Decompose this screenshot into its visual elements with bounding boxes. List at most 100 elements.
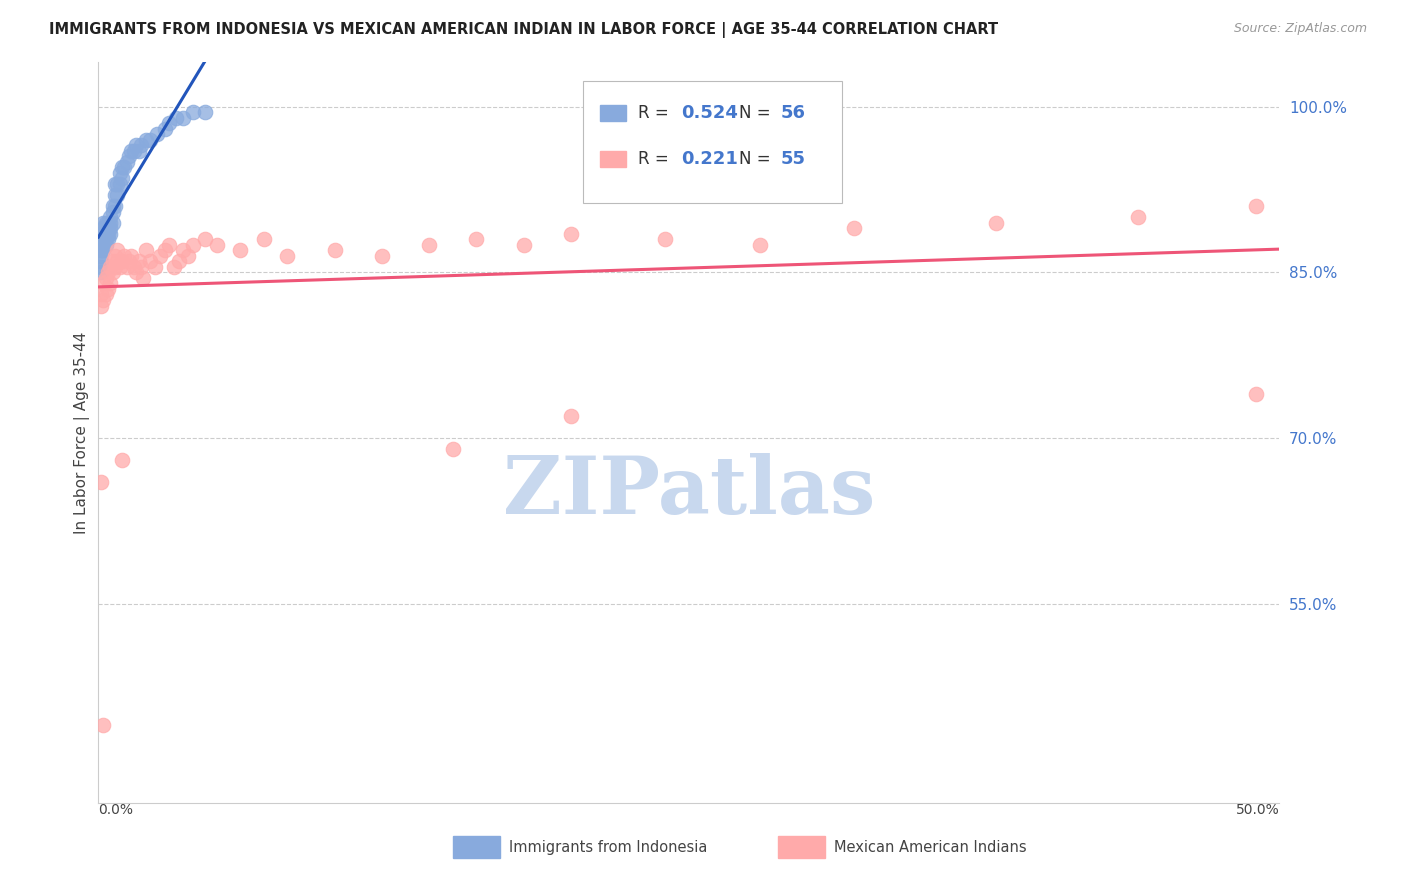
Point	[1244, 387, 1267, 401]
Point	[194, 232, 217, 246]
Point	[1244, 199, 1267, 213]
FancyBboxPatch shape	[778, 836, 825, 858]
Point	[172, 244, 194, 258]
Point	[122, 260, 145, 274]
Text: ZIPatlas: ZIPatlas	[503, 453, 875, 531]
Point	[111, 453, 134, 467]
Point	[97, 232, 120, 246]
Point	[229, 244, 252, 258]
Point	[122, 144, 145, 158]
Text: 0.221: 0.221	[681, 150, 738, 168]
Point	[323, 244, 346, 258]
Point	[129, 138, 152, 153]
Point	[98, 210, 121, 224]
Point	[108, 177, 131, 191]
Point	[125, 138, 148, 153]
Point	[177, 249, 200, 263]
Point	[115, 260, 138, 274]
Point	[105, 254, 128, 268]
Point	[111, 254, 134, 268]
Point	[105, 188, 128, 202]
Point	[91, 232, 114, 246]
Point	[98, 277, 121, 291]
Point	[91, 227, 114, 241]
Text: 0.524: 0.524	[681, 103, 738, 122]
Point	[253, 232, 276, 246]
Point	[205, 237, 228, 252]
Point	[115, 154, 138, 169]
Text: IMMIGRANTS FROM INDONESIA VS MEXICAN AMERICAN INDIAN IN LABOR FORCE | AGE 35-44 : IMMIGRANTS FROM INDONESIA VS MEXICAN AME…	[49, 22, 998, 38]
Point	[1126, 210, 1149, 224]
Text: 50.0%: 50.0%	[1236, 803, 1279, 817]
Point	[94, 216, 117, 230]
Point	[129, 260, 152, 274]
Point	[101, 216, 124, 230]
Point	[94, 271, 117, 285]
Point	[101, 204, 124, 219]
Text: R =: R =	[638, 103, 673, 122]
Point	[90, 299, 112, 313]
Point	[105, 244, 128, 258]
Point	[104, 199, 127, 213]
Point	[139, 133, 162, 147]
Point	[118, 254, 141, 268]
Point	[91, 216, 114, 230]
Point	[112, 161, 135, 175]
Point	[135, 133, 157, 147]
Point	[181, 237, 204, 252]
Point	[101, 199, 124, 213]
Point	[90, 237, 112, 252]
Point	[101, 265, 124, 279]
Text: 55: 55	[782, 150, 806, 168]
Point	[98, 227, 121, 241]
Point	[121, 144, 143, 158]
Point	[104, 177, 127, 191]
Point	[90, 249, 112, 263]
Point	[748, 237, 770, 252]
Point	[165, 111, 187, 125]
Point	[94, 221, 117, 235]
Point	[90, 260, 112, 274]
Point	[465, 232, 488, 246]
Point	[118, 149, 141, 163]
Point	[139, 254, 162, 268]
Point	[441, 442, 464, 457]
FancyBboxPatch shape	[600, 151, 626, 167]
Point	[654, 232, 676, 246]
Point	[132, 271, 155, 285]
Text: Source: ZipAtlas.com: Source: ZipAtlas.com	[1233, 22, 1367, 36]
Point	[97, 282, 120, 296]
Point	[98, 221, 121, 235]
Text: Mexican American Indians: Mexican American Indians	[834, 839, 1026, 855]
Point	[108, 166, 131, 180]
Point	[90, 244, 112, 258]
FancyBboxPatch shape	[453, 836, 501, 858]
Point	[111, 161, 134, 175]
Point	[128, 254, 150, 268]
Point	[125, 265, 148, 279]
Point	[560, 409, 582, 423]
Point	[90, 287, 112, 301]
Point	[128, 144, 150, 158]
Point	[108, 260, 131, 274]
Point	[157, 116, 180, 130]
Point	[149, 249, 172, 263]
Point	[157, 237, 180, 252]
FancyBboxPatch shape	[582, 81, 842, 203]
FancyBboxPatch shape	[600, 104, 626, 121]
Point	[94, 237, 117, 252]
Point	[418, 237, 440, 252]
Point	[91, 221, 114, 235]
Point	[90, 232, 112, 246]
Y-axis label: In Labor Force | Age 35-44: In Labor Force | Age 35-44	[75, 332, 90, 533]
Point	[94, 232, 117, 246]
Point	[844, 221, 866, 235]
Point	[153, 121, 176, 136]
Point	[90, 475, 112, 490]
Point	[560, 227, 582, 241]
Point	[91, 718, 114, 732]
Point	[276, 249, 298, 263]
Point	[172, 111, 194, 125]
Point	[90, 254, 112, 268]
Point	[105, 177, 128, 191]
